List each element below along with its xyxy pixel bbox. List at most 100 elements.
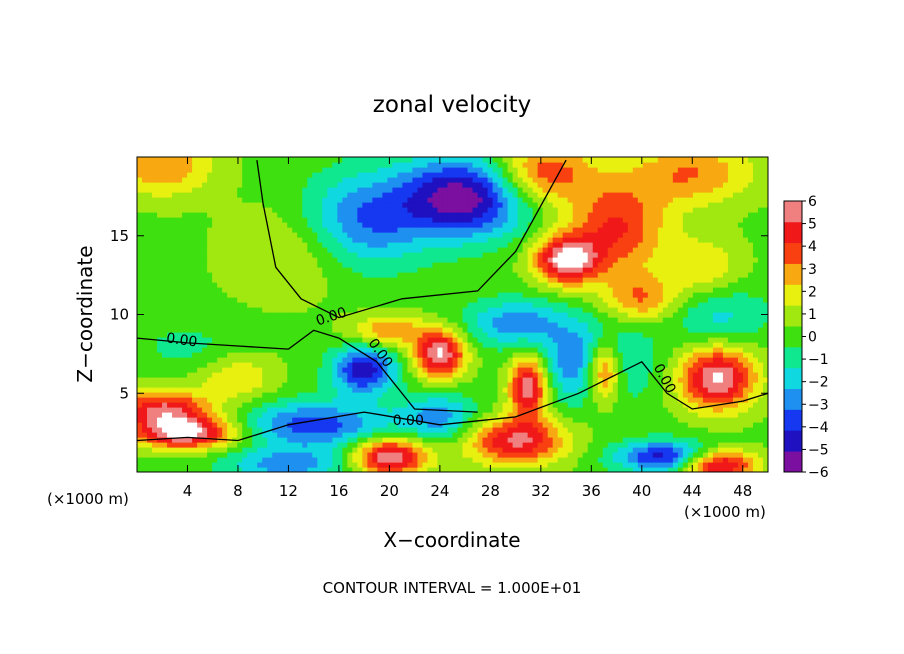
field-cell bbox=[162, 432, 168, 438]
field-cell bbox=[682, 397, 689, 403]
field-cell bbox=[167, 287, 173, 293]
field-cell bbox=[707, 382, 714, 388]
field-cell bbox=[742, 392, 749, 398]
field-cell bbox=[392, 457, 399, 463]
field-cell bbox=[482, 422, 489, 428]
field-cell bbox=[277, 327, 283, 333]
field-cell bbox=[372, 297, 378, 303]
field-cell bbox=[382, 372, 388, 378]
field-cell bbox=[182, 272, 188, 278]
field-cell bbox=[472, 377, 479, 383]
field-cell bbox=[252, 412, 258, 418]
field-cell bbox=[377, 357, 383, 363]
field-cell bbox=[752, 282, 759, 288]
field-cell bbox=[762, 427, 768, 433]
field-cell bbox=[287, 337, 293, 343]
field-cell bbox=[312, 362, 318, 368]
field-cell bbox=[757, 312, 764, 318]
field-cell bbox=[747, 377, 754, 383]
field-cell bbox=[642, 402, 649, 408]
field-cell bbox=[477, 377, 484, 383]
field-cell bbox=[287, 342, 293, 348]
field-cell bbox=[462, 367, 469, 373]
field-cell bbox=[752, 452, 759, 458]
field-cell bbox=[397, 342, 404, 348]
field-cell bbox=[372, 277, 378, 283]
field-cell bbox=[727, 362, 734, 368]
field-cell bbox=[567, 332, 574, 338]
field-cell bbox=[572, 417, 579, 423]
field-cell bbox=[257, 447, 263, 453]
field-cell bbox=[537, 352, 544, 358]
field-cell bbox=[617, 332, 624, 338]
field-cell bbox=[272, 432, 278, 438]
field-cell bbox=[307, 417, 313, 423]
field-cell bbox=[492, 467, 499, 472]
field-cell bbox=[137, 317, 143, 323]
field-cell bbox=[632, 372, 639, 378]
field-cell bbox=[437, 432, 444, 438]
field-cell bbox=[442, 297, 449, 303]
field-cell bbox=[417, 337, 424, 343]
field-cell bbox=[272, 372, 278, 378]
field-cell bbox=[602, 387, 609, 393]
field-cell bbox=[722, 462, 729, 468]
field-cell bbox=[287, 427, 293, 433]
field-cell bbox=[562, 292, 569, 298]
field-cell bbox=[372, 377, 378, 383]
field-cell bbox=[577, 442, 584, 448]
field-cell bbox=[412, 322, 419, 328]
field-cell bbox=[177, 282, 183, 288]
field-cell bbox=[492, 277, 499, 283]
field-cell bbox=[417, 362, 424, 368]
field-cell bbox=[567, 297, 574, 303]
field-cell bbox=[307, 412, 313, 418]
field-cell bbox=[702, 382, 709, 388]
field-cell bbox=[302, 342, 308, 348]
field-cell bbox=[137, 457, 143, 463]
field-cell bbox=[387, 457, 394, 463]
field-cell bbox=[492, 397, 499, 403]
field-cell bbox=[412, 337, 419, 343]
field-cell bbox=[212, 312, 218, 318]
field-cell bbox=[727, 337, 734, 343]
field-cell bbox=[177, 332, 183, 338]
field-cell bbox=[542, 307, 549, 313]
field-cell bbox=[232, 282, 238, 288]
field-cell bbox=[657, 367, 664, 373]
field-cell bbox=[367, 422, 373, 428]
field-cell bbox=[212, 302, 218, 308]
field-cell bbox=[467, 407, 474, 413]
field-cell bbox=[297, 272, 303, 278]
field-cell bbox=[667, 327, 674, 333]
field-cell bbox=[437, 402, 444, 408]
field-cell bbox=[567, 462, 574, 468]
field-cell bbox=[447, 412, 454, 418]
field-cell bbox=[582, 292, 589, 298]
field-cell bbox=[347, 417, 353, 423]
field-cell bbox=[597, 282, 604, 288]
field-cell bbox=[307, 277, 313, 283]
field-cell bbox=[512, 452, 519, 458]
field-cell bbox=[262, 312, 268, 318]
field-cell bbox=[492, 317, 499, 323]
field-cell bbox=[597, 377, 604, 383]
field-cell bbox=[632, 307, 639, 313]
field-cell bbox=[427, 402, 434, 408]
field-cell bbox=[672, 312, 679, 318]
field-cell bbox=[182, 332, 188, 338]
field-cell bbox=[397, 282, 404, 288]
field-cell bbox=[632, 342, 639, 348]
field-cell bbox=[202, 327, 208, 333]
field-cell bbox=[592, 317, 599, 323]
field-cell bbox=[142, 392, 148, 398]
field-cell bbox=[672, 432, 679, 438]
field-cell bbox=[197, 432, 203, 438]
field-cell bbox=[247, 392, 253, 398]
field-cell bbox=[482, 377, 489, 383]
field-cell bbox=[232, 277, 238, 283]
field-cell bbox=[297, 302, 303, 308]
field-cell bbox=[697, 332, 704, 338]
field-cell bbox=[402, 417, 409, 423]
field-cell bbox=[632, 377, 639, 383]
